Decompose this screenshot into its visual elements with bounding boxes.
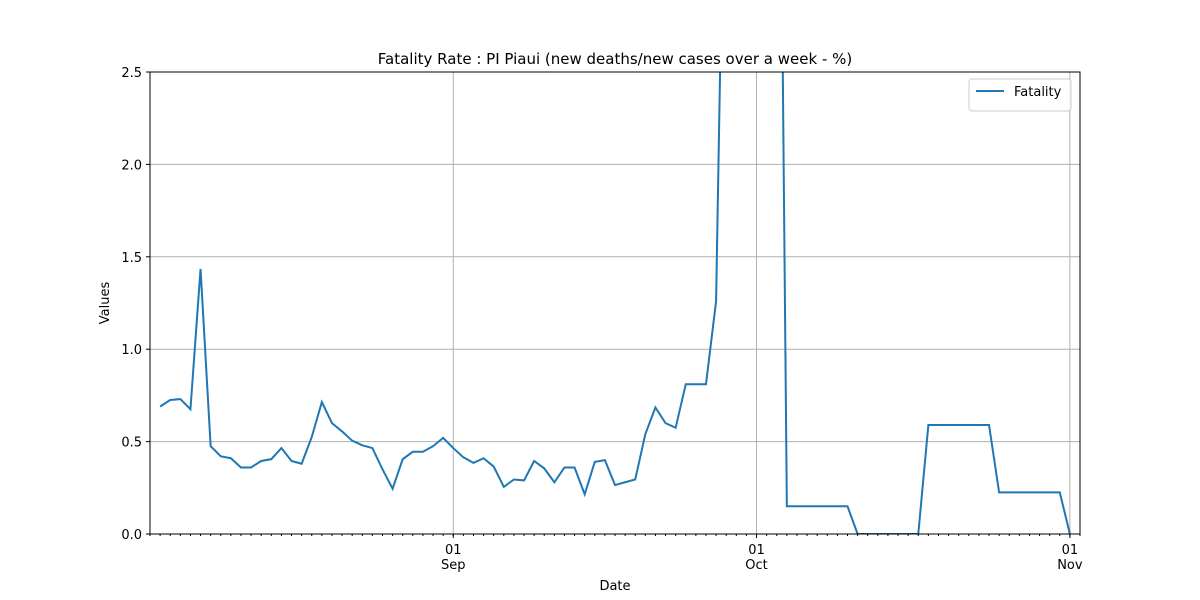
x-tick-label: 01 Oct [745, 543, 767, 573]
data-line [159, 72, 1071, 534]
x-tick-label: 01 Nov [1057, 543, 1083, 573]
y-axis-label: Values [98, 282, 113, 325]
legend-box [968, 78, 1072, 112]
y-tick-label: 0.0 [121, 528, 142, 543]
y-tick-label: 0.5 [121, 436, 142, 451]
chart-title: Fatality Rate : PI Piaui (new deaths/new… [378, 50, 852, 68]
plot-area [159, 72, 1071, 534]
y-tick-label: 2.0 [121, 158, 142, 173]
legend: Fatality [968, 78, 1072, 112]
legend-label: Fatality [1014, 85, 1062, 100]
x-axis-label: Date [599, 579, 630, 594]
axes: 0.0 0.5 1.0 1.5 2.0 2.5 01 Sep 01 Oct 01 Nov [121, 66, 1083, 573]
y-tick-label: 1.0 [121, 343, 142, 358]
y-tick-label: 2.5 [121, 66, 142, 81]
x-tick-label: 01 Sep [441, 543, 466, 573]
y-tick-label: 1.5 [121, 251, 142, 266]
